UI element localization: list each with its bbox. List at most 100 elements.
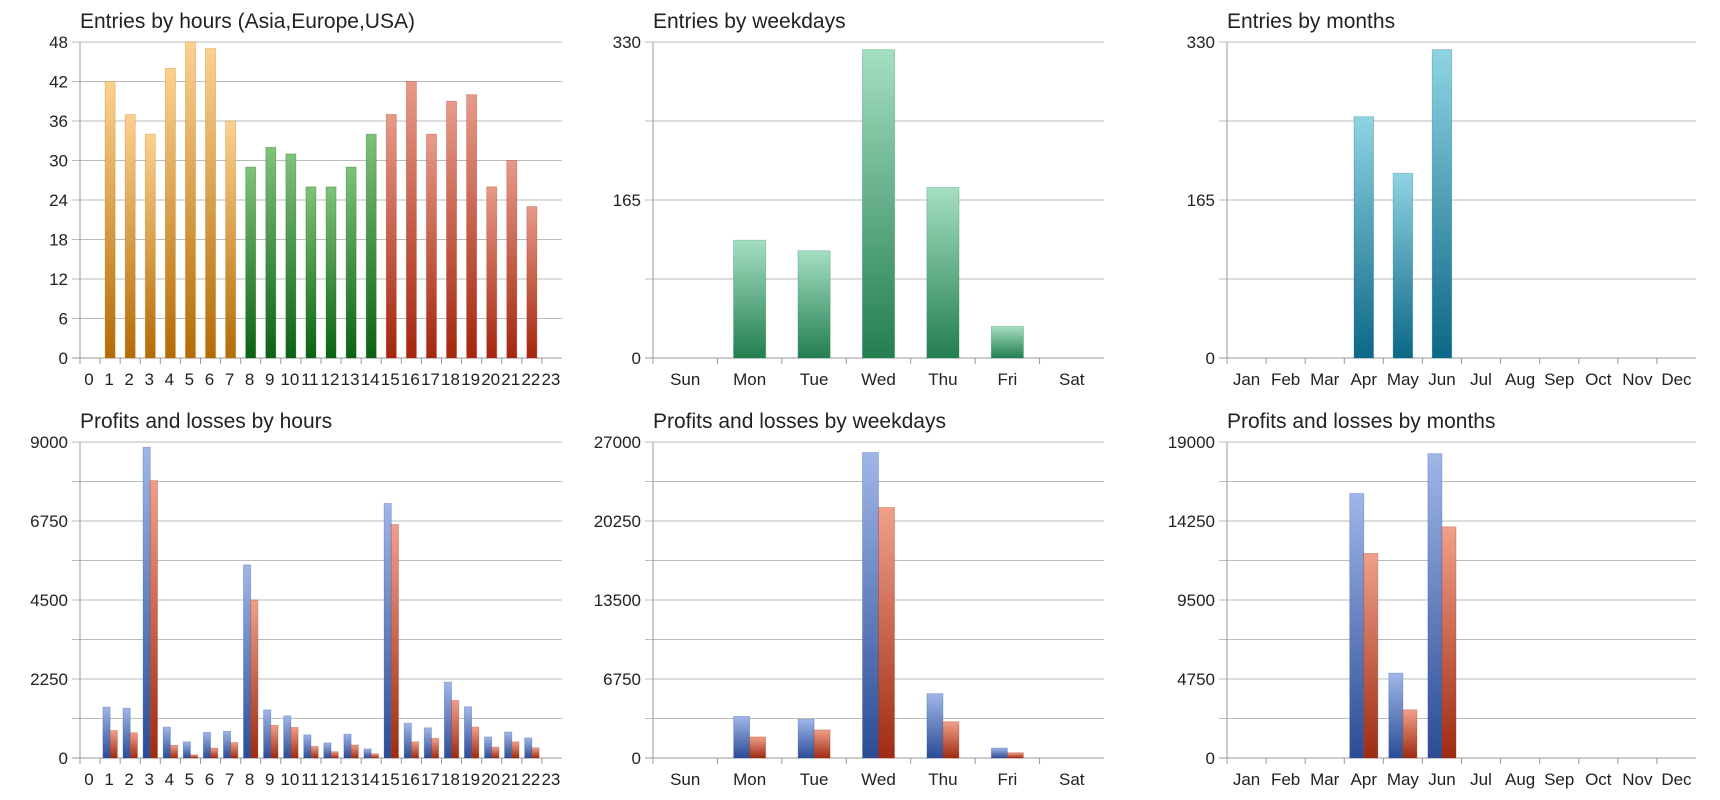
bar-hours_entries-8: [245, 166, 257, 359]
bar-hours_pnl-profit-21: [504, 731, 513, 759]
chart-title: Profits and losses by months: [1227, 410, 1495, 433]
x-tick-label: Sun: [670, 370, 700, 389]
x-tick-label: 5: [185, 370, 194, 389]
bar-weekday_pnl-profit-Fri: [990, 747, 1008, 759]
x-tick-label: 10: [280, 770, 299, 789]
y-tick-label: 165: [613, 191, 641, 210]
bar-hours_pnl-profit-14: [363, 748, 372, 759]
bar-hours_pnl-profit-16: [403, 722, 412, 759]
bar-hours_pnl-profit-8: [243, 564, 252, 759]
x-tick-label: Sep: [1544, 770, 1574, 789]
x-tick-label: Apr: [1351, 370, 1378, 389]
x-tick-label: 11: [301, 370, 319, 389]
x-tick-label: 22: [521, 370, 540, 389]
x-tick-label: 21: [501, 370, 520, 389]
bar-month_pnl-profit-Jun: [1427, 453, 1443, 759]
bar-weekday_entries-Wed: [861, 49, 896, 359]
x-tick-label: May: [1387, 770, 1420, 789]
bar-weekday_pnl-profit-Wed: [862, 452, 879, 759]
x-tick-label: 18: [441, 770, 460, 789]
x-tick-label: 3: [145, 370, 154, 389]
bar-weekday_entries-Fri: [990, 325, 1024, 359]
x-tick-label: 22: [521, 770, 540, 789]
bar-hours_pnl-loss-8: [250, 599, 259, 759]
x-tick-label: Dec: [1661, 770, 1692, 789]
y-tick-label: 0: [632, 749, 641, 768]
x-tick-label: 11: [301, 770, 319, 789]
x-tick-label: 2: [124, 370, 133, 389]
bar-hours_pnl-profit-6: [202, 731, 211, 759]
bar-weekday_pnl-loss-Fri: [1006, 752, 1024, 759]
x-tick-label: Fri: [997, 370, 1017, 389]
x-tick-label: 23: [541, 770, 560, 789]
x-tick-label: 14: [361, 770, 380, 789]
x-tick-label: Nov: [1622, 370, 1653, 389]
y-tick-label: 165: [1187, 191, 1215, 210]
y-tick-label: 12: [49, 270, 68, 289]
x-tick-label: 17: [421, 770, 440, 789]
bar-hours_entries-10: [285, 153, 297, 359]
bar-hours_entries-14: [365, 133, 377, 359]
x-tick-label: Mon: [733, 770, 766, 789]
bar-hours_pnl-profit-1: [102, 706, 111, 759]
x-tick-label: 18: [441, 370, 460, 389]
bar-hours_pnl-loss-6: [210, 747, 219, 759]
chart-month_entries: Entries by months 0 165 330 Jan Feb Mar Apr May J…: [1187, 10, 1696, 389]
bar-hours_pnl-loss-13: [350, 744, 359, 759]
y-tick-label: 0: [59, 749, 68, 768]
bar-month_pnl-profit-May: [1388, 672, 1404, 759]
y-tick-label: 20250: [594, 512, 641, 531]
x-tick-label: Tue: [800, 370, 829, 389]
bar-hours_entries-20: [486, 186, 498, 359]
bar-hours_entries-17: [426, 133, 437, 359]
chart-title: Profits and losses by hours: [80, 410, 332, 433]
x-tick-label: 2: [124, 770, 133, 789]
x-tick-label: 4: [165, 370, 174, 389]
x-tick-label: Nov: [1622, 770, 1653, 789]
x-tick-label: 1: [104, 770, 113, 789]
x-tick-label: Feb: [1271, 770, 1300, 789]
x-tick-label: Thu: [928, 370, 957, 389]
bar-hours_pnl-loss-19: [471, 726, 480, 759]
x-tick-label: 19: [461, 770, 480, 789]
y-tick-label: 0: [59, 349, 68, 368]
x-tick-label: 8: [245, 770, 254, 789]
x-tick-label: Tue: [800, 770, 829, 789]
y-tick-label: 13500: [594, 591, 641, 610]
bar-hours_pnl-loss-1: [109, 730, 118, 759]
x-tick-label: 9: [265, 370, 274, 389]
x-tick-label: 7: [225, 770, 234, 789]
y-tick-label: 0: [1206, 349, 1215, 368]
bar-month_pnl-loss-Apr: [1363, 553, 1379, 759]
y-tick-label: 4750: [1177, 670, 1215, 689]
bar-hours_entries-12: [325, 186, 337, 359]
bar-hours_pnl-profit-7: [222, 730, 232, 759]
x-tick-label: Mar: [1310, 770, 1340, 789]
bar-weekday_entries-Mon: [733, 239, 767, 359]
x-tick-label: 1: [104, 370, 113, 389]
bar-hours_entries-9: [265, 146, 277, 359]
x-tick-label: May: [1387, 370, 1420, 389]
chart-title: Profits and losses by weekdays: [653, 410, 946, 433]
y-tick-label: 0: [1206, 749, 1215, 768]
bar-hours_entries-11: [305, 186, 317, 359]
chart-weekday_pnl: Profits and losses by weekdays 0 6750 13500…: [594, 410, 1104, 789]
x-tick-label: 15: [381, 770, 400, 789]
bar-hours_entries-1: [104, 81, 116, 359]
x-tick-label: 14: [361, 370, 380, 389]
bar-hours_entries-5: [185, 41, 196, 359]
bar-hours_pnl-profit-19: [463, 706, 473, 759]
bar-month_entries-Jun: [1431, 49, 1453, 359]
x-tick-label: Aug: [1505, 370, 1535, 389]
bar-hours_pnl-profit-5: [182, 741, 191, 759]
x-tick-label: Jan: [1233, 770, 1260, 789]
y-tick-label: 330: [1187, 33, 1215, 52]
y-tick-label: 42: [49, 73, 68, 92]
x-tick-label: 6: [205, 770, 214, 789]
bar-weekday_entries-Thu: [926, 187, 960, 359]
bar-month_pnl-loss-Jun: [1441, 526, 1457, 759]
x-tick-label: 6: [205, 370, 214, 389]
x-tick-label: Jul: [1470, 370, 1492, 389]
bar-hours_pnl-profit-4: [162, 726, 171, 759]
